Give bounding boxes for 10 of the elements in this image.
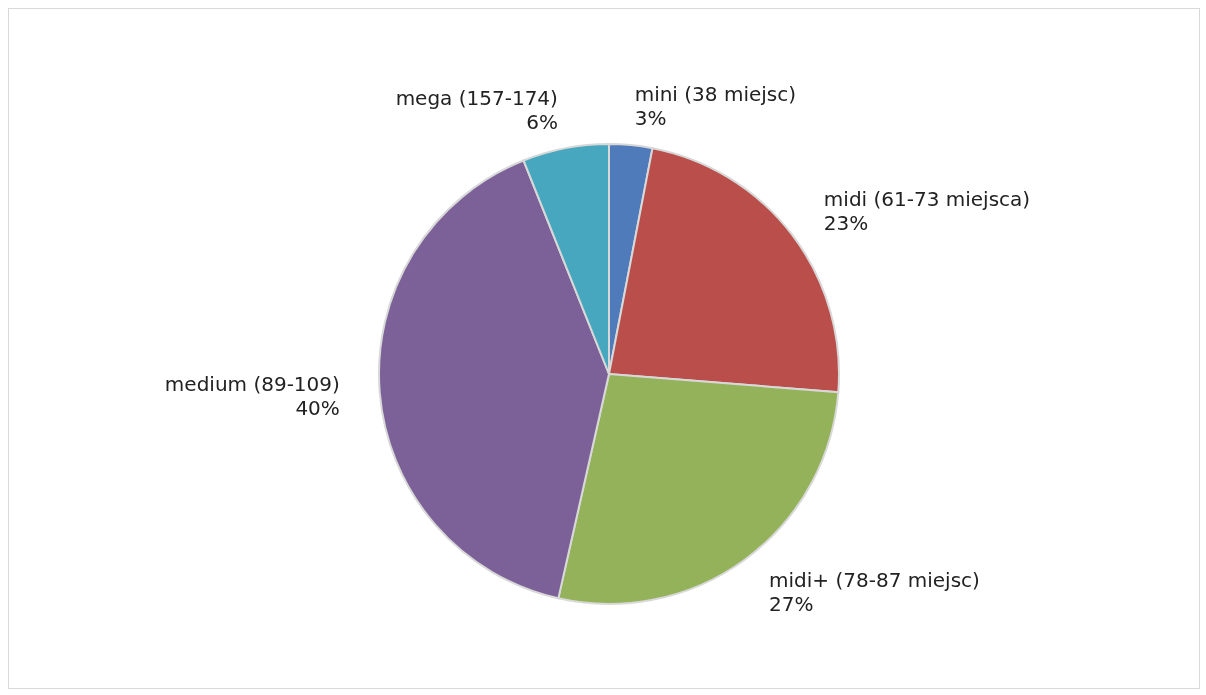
data-label: 6% [526,109,558,134]
data-label: 3% [634,106,667,131]
slice-label: midi (61-73 miejsca) [823,187,1031,212]
data-label: 23% [823,211,869,236]
slice-label: midi+ (78-87 miejsc) [769,568,980,593]
slice-label: mega (157-174) [395,85,558,110]
data-label: 40% [295,396,340,421]
data-label: 27% [769,592,814,617]
slice-label: medium (89-109) [164,372,340,397]
slice-label: mini (38 miejsc) [634,82,797,107]
